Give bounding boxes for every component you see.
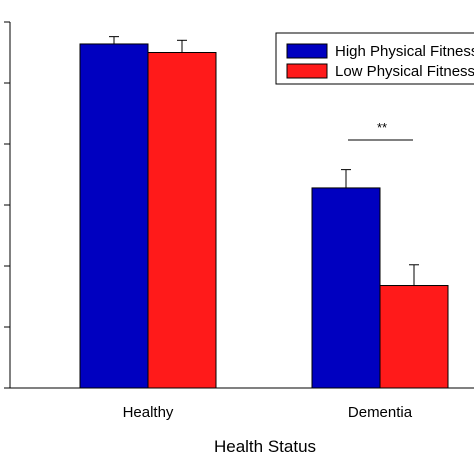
bar-healthy-low	[147, 52, 217, 389]
legend-label: High Physical Fitness	[335, 43, 474, 60]
legend-swatch	[286, 63, 328, 79]
x-tick-label: Dementia	[348, 404, 413, 421]
legend: High Physical Fitness Low Physical Fitnes…	[275, 32, 474, 85]
legend-label: Low Physical Fitness	[335, 63, 474, 80]
significance-annotation: **	[348, 120, 413, 141]
x-axis-label: Health Status	[214, 437, 316, 456]
bar-healthy-high	[79, 43, 149, 389]
bar-dementia-high	[311, 187, 381, 389]
bar-dementia-low	[379, 285, 449, 389]
significance-label: **	[377, 120, 387, 135]
error-bars	[109, 36, 419, 286]
x-tick-label: Healthy	[123, 404, 174, 421]
x-tick-labels: Healthy Dementia	[123, 404, 413, 421]
legend-swatch	[286, 43, 328, 59]
chart-bars	[79, 43, 449, 389]
